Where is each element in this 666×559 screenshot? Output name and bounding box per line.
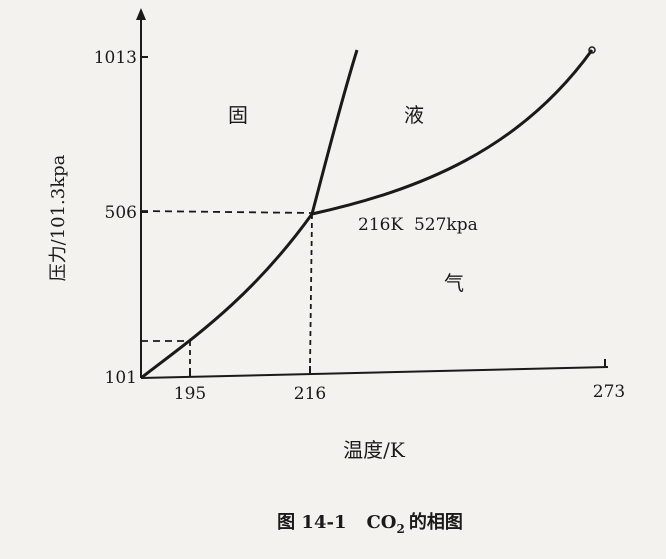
y-tick-label-101: 101 — [105, 368, 137, 388]
region-label-gas: 气 — [444, 271, 464, 295]
x-axis — [140, 366, 609, 379]
x-tick-label-216: 216 — [294, 384, 326, 404]
region-label-solid: 固 — [228, 103, 248, 127]
sublimation-curve — [140, 213, 314, 380]
y-axis-arrow — [136, 8, 146, 20]
y-axis-label: 压力/101.3kpa — [48, 154, 69, 281]
guide-506-horizontal — [140, 210, 313, 214]
x-tick-label-195: 195 — [174, 384, 206, 404]
melting-curve — [310, 49, 359, 215]
region-label-liquid: 液 — [404, 103, 424, 127]
x-tick-label-273: 273 — [593, 382, 625, 402]
figure-caption: 图 14-1 CO2 的相图 — [277, 511, 463, 536]
caption-prefix: 图 14-1 — [277, 512, 346, 533]
caption-formula-subscript: 2 — [396, 522, 404, 536]
x-axis-label: 温度/K — [343, 438, 406, 462]
y-tick-label-1013: 1013 — [94, 48, 137, 68]
caption-suffix: 的相图 — [409, 511, 463, 533]
y-tick-label-506: 506 — [105, 203, 137, 223]
guide-216-vertical — [309, 213, 313, 369]
vaporization-curve — [311, 49, 594, 216]
caption-formula: CO — [366, 512, 396, 533]
critical-point-marker — [588, 46, 596, 54]
triple-point-label: 216K 527kpa — [358, 215, 478, 235]
